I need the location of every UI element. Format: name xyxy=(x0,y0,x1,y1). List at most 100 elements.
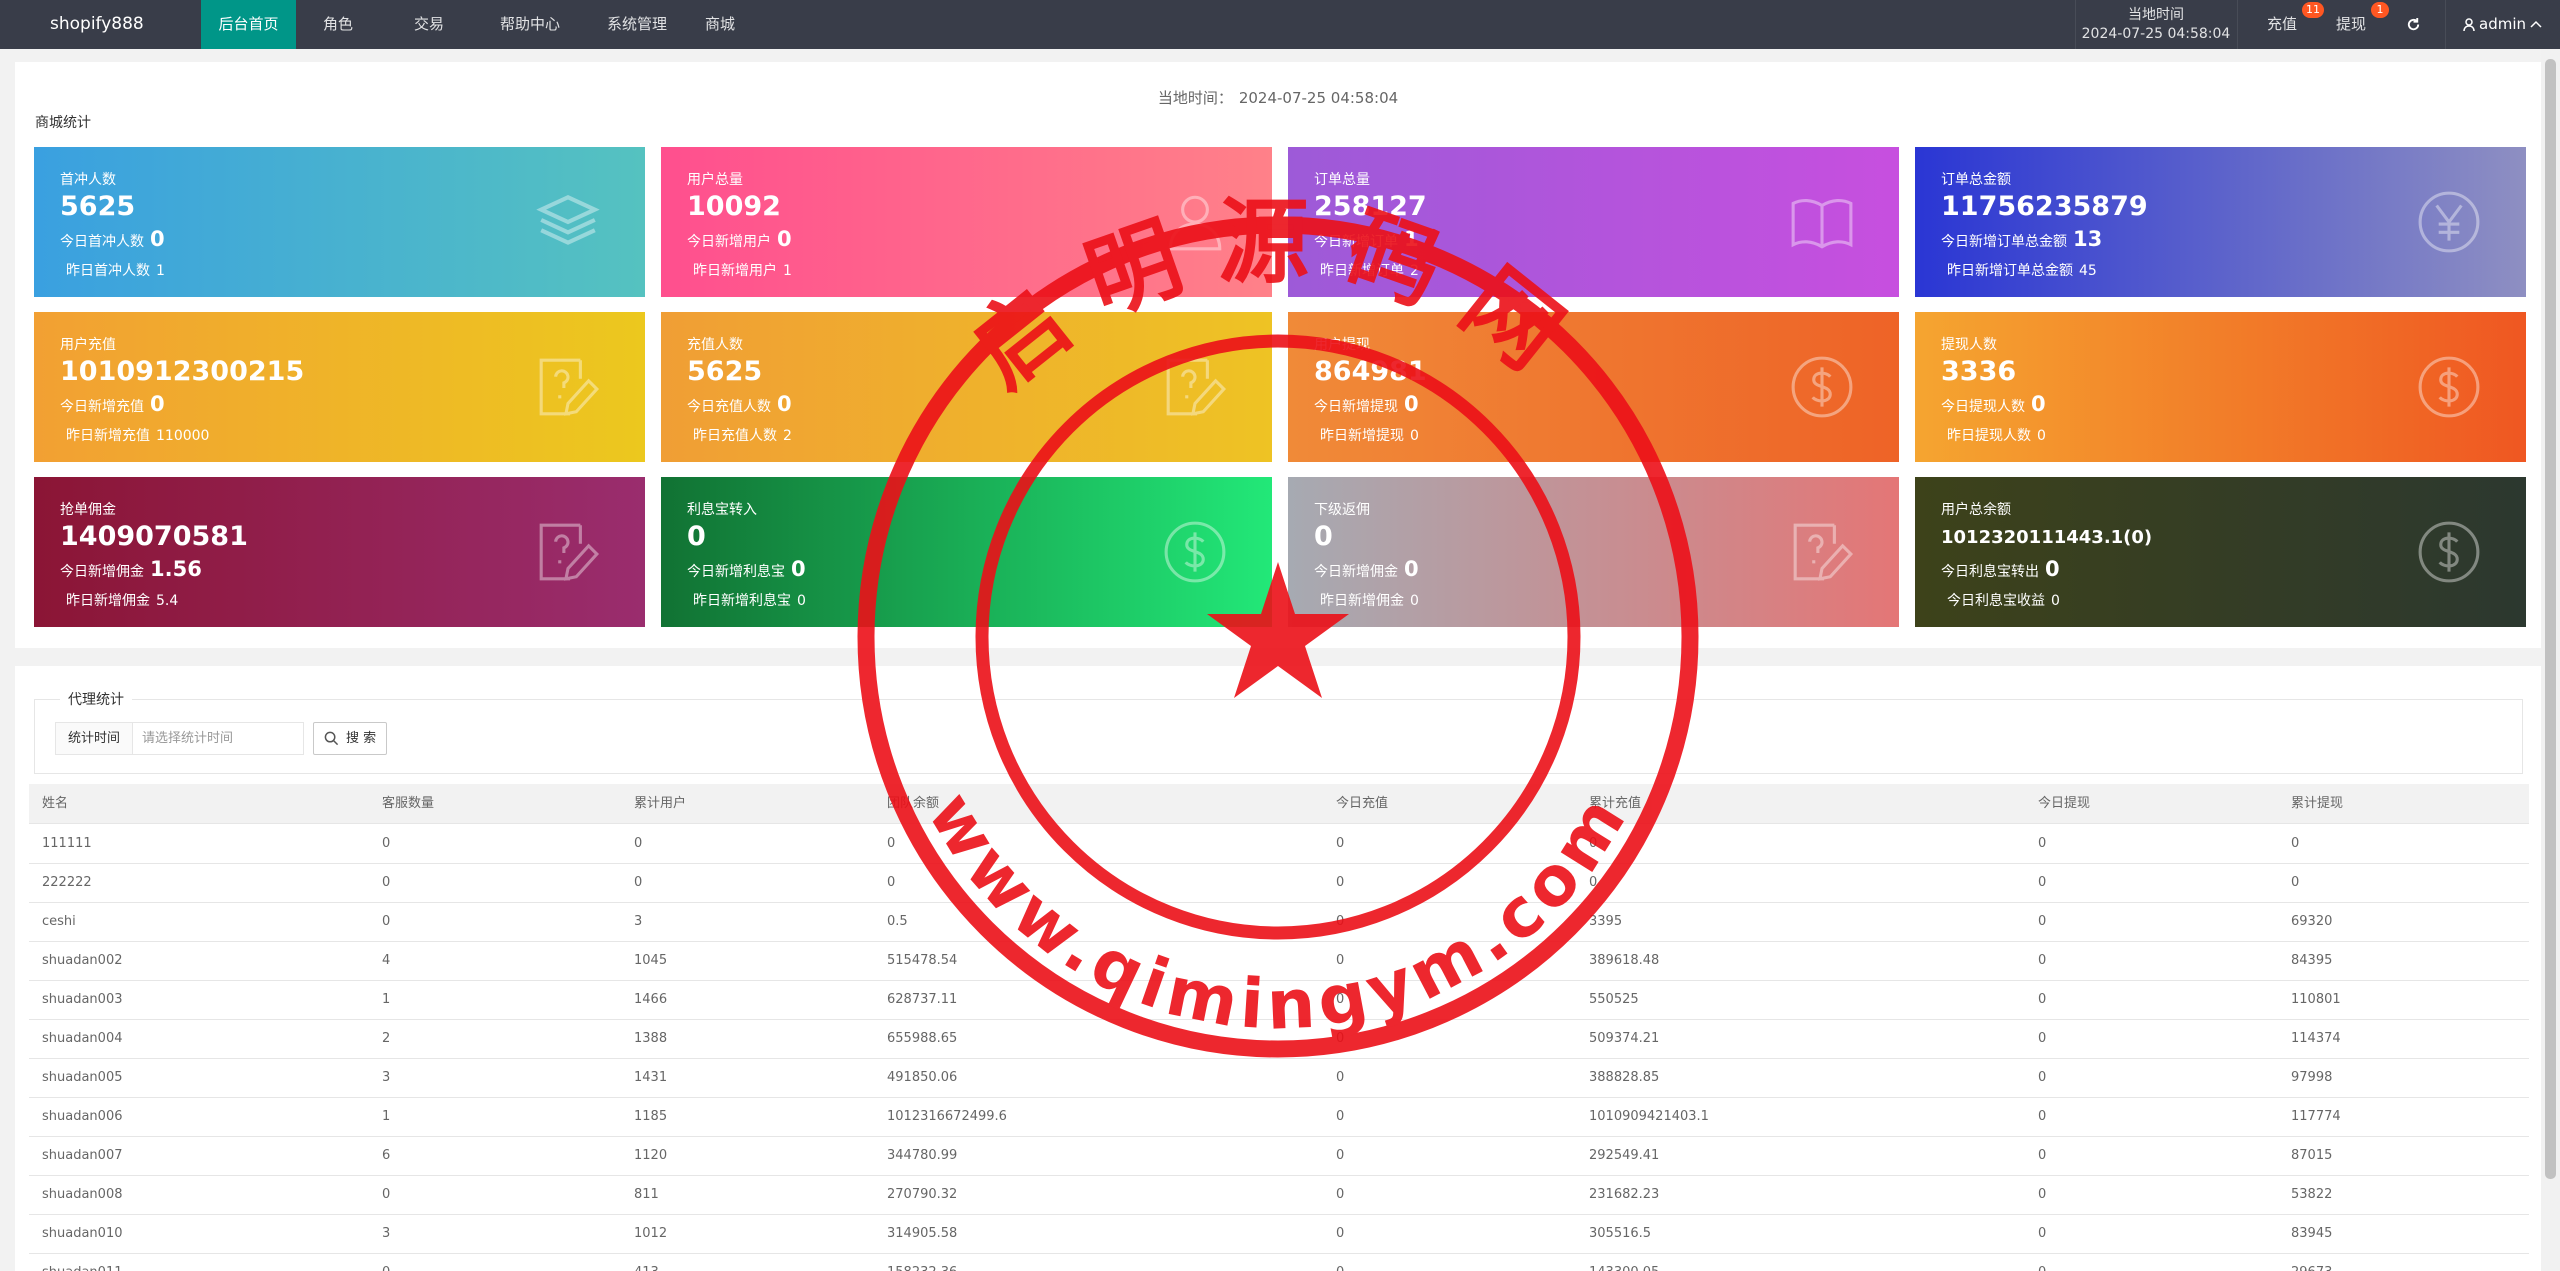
stat-card: 充值人数 5625 今日充值人数 0 昨日充值人数 2 xyxy=(661,312,1272,462)
logo[interactable]: shopify888 xyxy=(50,14,144,34)
table-cell: 550525 xyxy=(1589,992,1639,1007)
card-icon xyxy=(1793,523,1854,581)
top-nav: shopify888 后台首页 角色 交易 帮助中心 系统管理 商城 当地时间 2024-… xyxy=(0,0,2560,49)
table-cell: 0 xyxy=(382,1253,390,1271)
nav-menu-item[interactable]: 角色 xyxy=(322,15,353,33)
card-title: 用户总量 xyxy=(687,172,743,188)
table-cell: 69320 xyxy=(2291,914,2333,929)
card-title: 充值人数 xyxy=(687,337,743,353)
table-cell: 344780.99 xyxy=(887,1148,958,1163)
table-cell: 0 xyxy=(2038,953,2047,968)
nav-menu-item[interactable]: 系统管理 xyxy=(606,15,667,33)
table-row: shuadan007 6 1120 344780.99 0 292549.41 0 87015 xyxy=(29,1136,2529,1176)
card-value: 10092 xyxy=(687,191,781,222)
stat-card: 用户提现 864981 今日新增提现 0 昨日新增提现 0 xyxy=(1288,312,1899,462)
table-cell: 413 xyxy=(634,1253,659,1271)
today-label: 今日新增佣金 xyxy=(1314,564,1398,580)
recharge-link[interactable]: 充值 xyxy=(2267,15,2298,33)
card-yesterday: 昨日新增用户 1 xyxy=(687,260,792,280)
nav-menu-item[interactable]: 后台首页 xyxy=(201,0,296,49)
table-cell: 0 xyxy=(382,914,391,929)
today-label: 今日新增提现 xyxy=(1314,399,1398,415)
table-cell: 117774 xyxy=(2291,1109,2341,1124)
card-icon xyxy=(1791,356,1853,418)
table-cell: 2 xyxy=(382,1031,391,1046)
table-cell: 1466 xyxy=(634,992,668,1007)
table-cell: 0 xyxy=(1336,1253,1344,1271)
stat-card: 下级返佣 0 今日新增佣金 0 昨日新增佣金 0 xyxy=(1288,477,1899,627)
yesterday-value: 1 xyxy=(783,263,792,279)
card-title: 提现人数 xyxy=(1941,337,1997,353)
card-today: 今日充值人数 0 xyxy=(687,392,792,416)
yesterday-label: 昨日新增佣金 xyxy=(1320,593,1404,609)
withdraw-link[interactable]: 提现 xyxy=(2336,15,2367,33)
card-today: 今日新增提现 0 xyxy=(1314,392,1419,416)
search-button[interactable]: 搜 索 xyxy=(313,722,387,755)
yesterday-value: 0 xyxy=(2037,428,2046,444)
table-cell: 222222 xyxy=(42,875,92,890)
table-cell: 0 xyxy=(2291,875,2300,890)
table-cell: 515478.54 xyxy=(887,953,958,968)
card-yesterday: 昨日新增利息宝 0 xyxy=(687,590,806,610)
stat-card: 用户总余额 1012320111443.1(0) 今日利息宝转出 0 今日利息宝收益 0 xyxy=(1915,477,2526,627)
table-row: shuadan004 2 1388 655988.65 0 509374.21 0 11437… xyxy=(29,1019,2529,1059)
nav-menu-item[interactable]: 商城 xyxy=(704,15,735,33)
column-header: 累计提现 xyxy=(2291,796,2344,811)
yesterday-value: 0 xyxy=(2051,593,2060,609)
table-row: shuadan008 0 811 270790.32 0 231682.23 0 53822 xyxy=(29,1175,2529,1215)
table-cell: 1388 xyxy=(634,1031,668,1046)
search-icon xyxy=(324,731,339,746)
yesterday-label: 昨日新增用户 xyxy=(693,263,777,279)
column-header: 团队余额 xyxy=(887,796,940,811)
table-cell: 53822 xyxy=(2291,1187,2333,1202)
user-menu[interactable]: admin xyxy=(2479,15,2526,33)
date-input[interactable]: 请选择统计时间 xyxy=(142,731,234,746)
card-yesterday: 昨日首冲人数 1 xyxy=(60,260,165,280)
nav-time-label: 当地时间 xyxy=(2128,7,2184,23)
scroll-thumb[interactable] xyxy=(2545,59,2556,1179)
table-cell: 0 xyxy=(2038,992,2047,1007)
table-cell: 1 xyxy=(382,992,391,1007)
yesterday-value: 2 xyxy=(783,428,792,444)
table-cell: 0 xyxy=(634,836,643,851)
filter-label: 统计时间 xyxy=(56,723,133,754)
card-icon xyxy=(2418,521,2480,583)
table-cell: 292549.41 xyxy=(1589,1148,1660,1163)
today-value: 1.56 xyxy=(150,557,202,581)
table-cell: 0 xyxy=(887,875,896,890)
table-cell: shuadan005 xyxy=(42,1070,123,1085)
table-cell: shuadan006 xyxy=(42,1109,123,1124)
table-cell: 0 xyxy=(1336,1070,1345,1085)
card-icon xyxy=(536,194,600,245)
card-icon xyxy=(1164,521,1226,583)
card-yesterday: 昨日新增佣金 0 xyxy=(1314,590,1419,610)
today-label: 今日新增利息宝 xyxy=(687,564,785,580)
table-row: ceshi 0 3 0.5 0 3395 0 69320 xyxy=(29,902,2529,942)
card-value: 1409070581 xyxy=(60,521,248,552)
table-cell: 0 xyxy=(1336,836,1345,851)
nav-menu-item[interactable]: 交易 xyxy=(413,15,444,33)
yesterday-label: 昨日新增充值 xyxy=(66,428,150,444)
table-cell: 0 xyxy=(2038,1253,2046,1271)
yesterday-label: 昨日新增订单总金额 xyxy=(1947,263,2073,279)
table-cell: 114374 xyxy=(2291,1031,2341,1046)
card-title: 下级返佣 xyxy=(1314,502,1370,518)
table-cell: 0 xyxy=(2038,1187,2047,1202)
table-cell: 0 xyxy=(2038,875,2047,890)
refresh-icon[interactable] xyxy=(2406,17,2421,32)
card-yesterday: 昨日新增订单总金额 45 xyxy=(1941,260,2097,280)
caret xyxy=(2530,20,2542,28)
card-today: 今日新增佣金 1.56 xyxy=(60,557,202,581)
table-row: 222222 0 0 0 0 0 0 0 xyxy=(29,863,2529,903)
card-today: 今日新增用户 0 xyxy=(687,227,792,251)
column-header: 今日充值 xyxy=(1336,796,1389,811)
card-icon xyxy=(539,523,600,581)
card-yesterday: 今日利息宝收益 0 xyxy=(1941,590,2060,610)
table-cell: 1 xyxy=(382,1109,391,1124)
yesterday-value: 0 xyxy=(1410,593,1419,609)
table-cell: 231682.23 xyxy=(1589,1187,1660,1202)
column-header: 累计用户 xyxy=(634,796,687,811)
table-cell: 0 xyxy=(2038,836,2047,851)
nav-menu-item[interactable]: 帮助中心 xyxy=(499,15,560,33)
card-today: 今日新增充值 0 xyxy=(60,392,165,416)
